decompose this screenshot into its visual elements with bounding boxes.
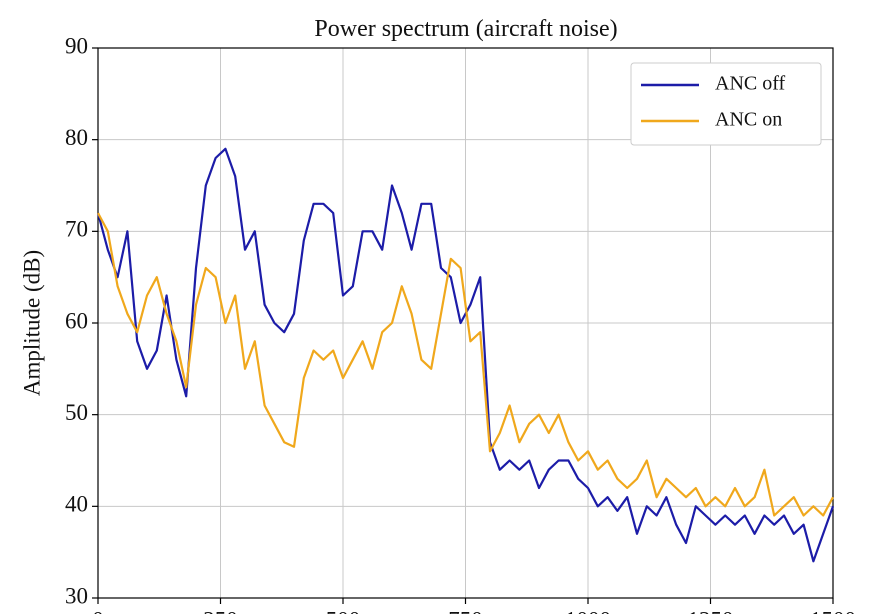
legend-label: ANC on [715, 109, 782, 131]
x-tick-label: 0 [92, 607, 104, 614]
x-tick-label: 500 [326, 607, 361, 614]
x-tick-label: 1500 [810, 607, 856, 614]
chart-title: Power spectrum (aircraft noise) [314, 16, 617, 42]
x-tick-label: 1000 [565, 607, 611, 614]
y-tick-label: 90 [65, 33, 88, 58]
y-tick-label: 30 [65, 583, 88, 608]
y-tick-label: 40 [65, 492, 88, 517]
y-tick-label: 60 [65, 308, 88, 333]
y-tick-label: 80 [65, 125, 88, 150]
legend-label: ANC off [715, 73, 786, 95]
y-axis-label: Amplitude (dB) [19, 250, 44, 396]
x-tick-label: 750 [448, 607, 483, 614]
x-tick-label: 250 [203, 607, 238, 614]
legend-box [630, 62, 822, 146]
y-tick-label: 70 [65, 217, 88, 242]
line-series [96, 147, 835, 563]
x-tick-label: 1250 [688, 607, 734, 614]
line-series [97, 212, 834, 517]
plot-frame [97, 47, 834, 599]
y-tick-label: 50 [65, 400, 88, 425]
